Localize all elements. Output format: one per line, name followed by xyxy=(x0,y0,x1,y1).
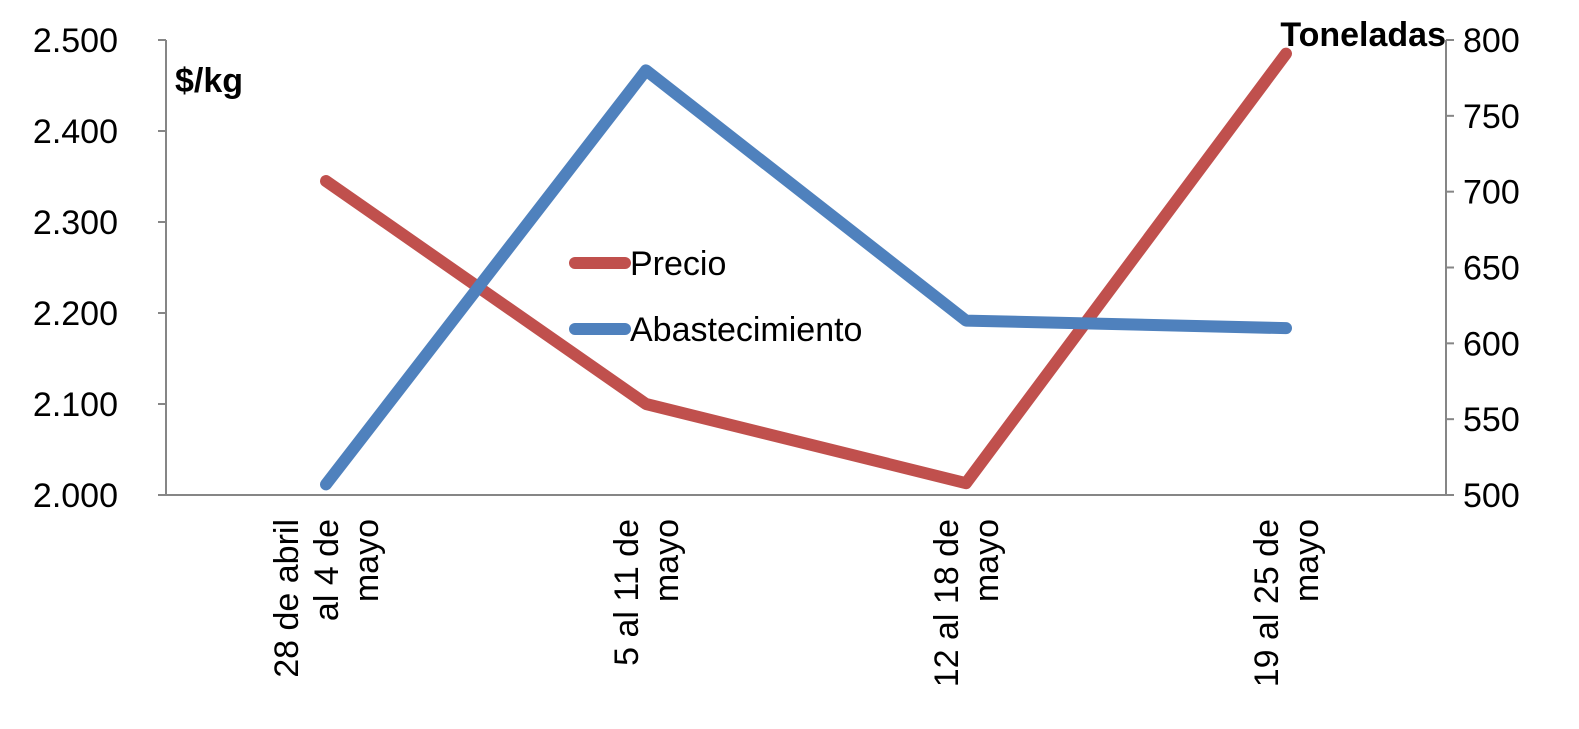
series-lines xyxy=(320,47,1292,491)
category-label: 19 al 25 de mayo xyxy=(1248,519,1326,687)
right-axis-ticks: 500 550 600 650 700 750 800 xyxy=(1446,22,1520,515)
category-label-line: al 4 de xyxy=(308,519,346,621)
category-label-line: 5 al 11 de xyxy=(608,519,646,666)
left-tick-label: 2.000 xyxy=(33,477,118,515)
legend: Precio Abastecimiento xyxy=(569,245,862,349)
left-axis-label: $/kg xyxy=(175,62,243,100)
category-label-line: mayo xyxy=(968,519,1006,602)
axes xyxy=(165,40,1447,496)
legend-label-abastecimiento: Abastecimiento xyxy=(630,311,862,349)
left-axis-ticks: 2.000 2.100 2.200 2.300 2.400 2.500 xyxy=(33,22,166,515)
right-axis-label: Toneladas xyxy=(1280,16,1446,54)
category-label-line: mayo xyxy=(648,519,686,602)
right-tick-label: 700 xyxy=(1463,174,1520,212)
left-tick-label: 2.300 xyxy=(33,204,118,242)
left-tick-label: 2.400 xyxy=(33,113,118,151)
right-tick-label: 750 xyxy=(1463,98,1520,136)
category-label: 28 de abril al 4 de mayo xyxy=(268,519,386,678)
left-tick-label: 2.500 xyxy=(33,22,118,60)
category-labels: 28 de abril al 4 de mayo 5 al 11 de mayo 12 a… xyxy=(268,519,1326,687)
series-line-precio xyxy=(320,47,1292,490)
left-tick-label: 2.200 xyxy=(33,295,118,333)
right-tick-label: 500 xyxy=(1463,477,1520,515)
series-line-abastecimiento xyxy=(320,64,1292,491)
category-label-line: 12 al 18 de xyxy=(928,519,966,687)
category-label-line: 28 de abril xyxy=(268,519,306,678)
right-tick-label: 800 xyxy=(1463,22,1520,60)
legend-label-precio: Precio xyxy=(630,245,726,283)
category-label-line: mayo xyxy=(1288,519,1326,602)
category-label-line: 19 al 25 de xyxy=(1248,519,1286,687)
right-tick-label: 650 xyxy=(1463,250,1520,288)
category-label-line: mayo xyxy=(348,519,386,602)
right-tick-label: 600 xyxy=(1463,325,1520,363)
category-label: 5 al 11 de mayo xyxy=(608,519,686,666)
right-tick-label: 550 xyxy=(1463,401,1520,439)
left-tick-label: 2.100 xyxy=(33,386,118,424)
category-label: 12 al 18 de mayo xyxy=(928,519,1006,687)
